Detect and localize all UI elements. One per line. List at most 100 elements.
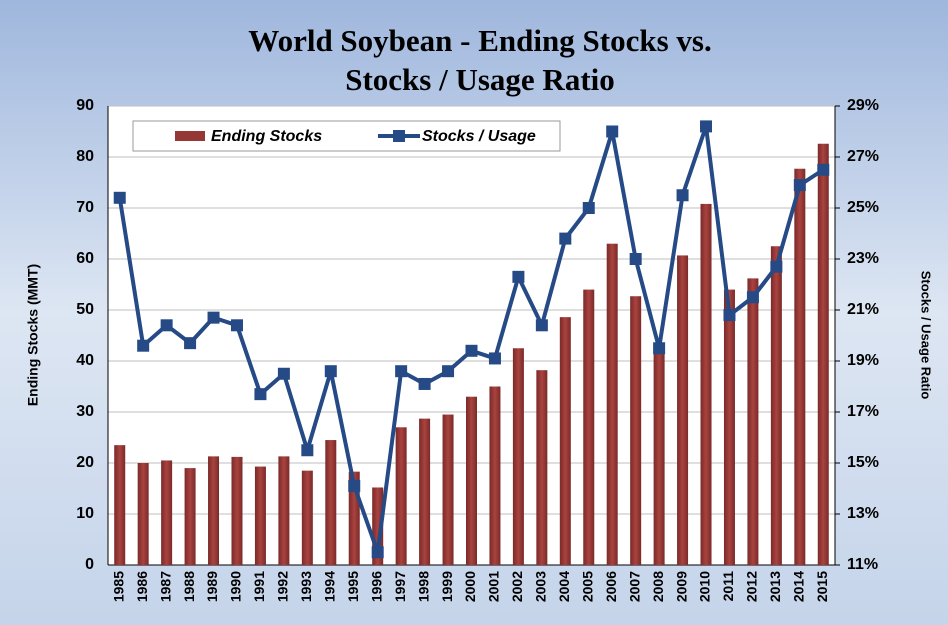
marker: [160, 319, 173, 332]
y2-axis-label: Stocks / Usage Ratio: [919, 271, 934, 400]
x-tick-label: 1990: [228, 571, 244, 602]
marker: [277, 367, 290, 380]
y-axis-label: Ending Stocks (MMT): [25, 264, 41, 406]
x-tick-label: 1989: [204, 571, 220, 602]
bar: [794, 168, 806, 566]
marker: [700, 120, 713, 133]
y-tick-label: 60: [76, 250, 94, 267]
x-tick-label: 1994: [321, 571, 337, 602]
x-tick-label: 2013: [767, 571, 783, 602]
marker: [559, 232, 572, 245]
y2-tick-label: 13%: [847, 505, 879, 522]
bar: [583, 289, 595, 565]
x-tick-label: 1992: [275, 571, 291, 602]
x-tick-label: 2002: [509, 571, 525, 602]
legend-items: Ending Stocks Stocks / Usage: [175, 128, 536, 145]
y-tick-label: 80: [76, 148, 94, 165]
marker: [582, 202, 595, 214]
y-tick-label: 0: [85, 556, 94, 573]
legend-swatch: [175, 131, 205, 141]
y2-tick-label: 27%: [847, 148, 879, 165]
chart-title: World Soybean - Ending Stocks vs.: [248, 23, 711, 58]
marker: [113, 191, 126, 204]
x-tick-label: 2008: [650, 571, 666, 602]
marker: [653, 342, 666, 355]
x-tick-label: 1998: [415, 571, 431, 602]
x-tick-label: 2012: [744, 571, 760, 602]
y2-tick-label: 15%: [847, 454, 879, 471]
x-tick-label: 2007: [626, 571, 642, 602]
marker: [465, 344, 478, 357]
marker: [418, 377, 431, 390]
x-tick-label: 2009: [673, 571, 689, 602]
marker: [793, 179, 806, 192]
marker: [488, 352, 501, 365]
marker: [207, 311, 220, 324]
marker: [230, 319, 243, 332]
marker: [770, 260, 783, 273]
marker: [395, 365, 408, 378]
x-tick-label: 1997: [392, 571, 408, 602]
x-tick-label: 2005: [579, 571, 595, 602]
bar: [559, 317, 571, 565]
bar: [653, 348, 665, 565]
bar: [677, 255, 689, 565]
legend-label: Ending Stocks: [211, 128, 322, 145]
bar: [208, 456, 220, 565]
plot: [107, 105, 840, 566]
y-tick-label: 20: [76, 454, 94, 471]
x-tick-label: 2006: [603, 571, 619, 602]
x-tick-label: 2015: [814, 571, 830, 602]
x-tick-label: 2001: [486, 571, 502, 602]
x-tick-label: 1987: [157, 571, 173, 602]
x-tick-label: 1988: [181, 571, 197, 602]
legend-label: Stocks / Usage: [422, 128, 536, 145]
x-tick-label: 2004: [556, 571, 572, 602]
marker: [676, 189, 689, 202]
bar: [161, 460, 173, 565]
bar: [184, 468, 196, 565]
bar: [395, 427, 407, 565]
marker: [817, 163, 830, 176]
bar: [489, 386, 501, 565]
bar: [278, 456, 290, 565]
bar: [536, 370, 548, 565]
bar: [466, 396, 477, 565]
marker: [442, 365, 455, 378]
bar: [770, 246, 782, 565]
x-tick-label: 2014: [791, 571, 807, 602]
x-tick-label: 1993: [298, 571, 314, 602]
bar: [606, 243, 618, 565]
legend-swatch: [393, 130, 405, 142]
y-tick-label: 40: [76, 352, 94, 369]
marker: [348, 479, 361, 492]
bar: [723, 289, 735, 565]
bar: [348, 471, 360, 565]
y2-tick-label: 19%: [847, 352, 879, 369]
bar: [419, 418, 431, 565]
bar: [325, 440, 337, 565]
chart-title: Stocks / Usage Ratio: [345, 62, 615, 97]
x-tick-label: 1996: [368, 571, 384, 602]
marker: [606, 125, 619, 138]
bar: [372, 487, 384, 565]
marker: [254, 388, 267, 401]
y2-tick-label: 23%: [847, 250, 879, 267]
x-tick-label: 2010: [697, 571, 713, 602]
marker: [301, 444, 314, 457]
marker: [723, 309, 736, 322]
x-tick-label: 2011: [720, 571, 736, 602]
marker: [371, 546, 384, 559]
bar: [137, 463, 149, 565]
x-tick-label: 1985: [110, 571, 126, 602]
x-tick-label: 1991: [251, 571, 267, 602]
x-tick-label: 1999: [439, 571, 455, 602]
marker: [512, 270, 525, 283]
bar: [254, 466, 266, 565]
y2-tick-label: 29%: [847, 97, 879, 114]
y-tick-label: 70: [76, 199, 94, 216]
y-tick-label: 90: [76, 97, 94, 114]
bar: [301, 470, 313, 565]
marker: [535, 319, 548, 332]
